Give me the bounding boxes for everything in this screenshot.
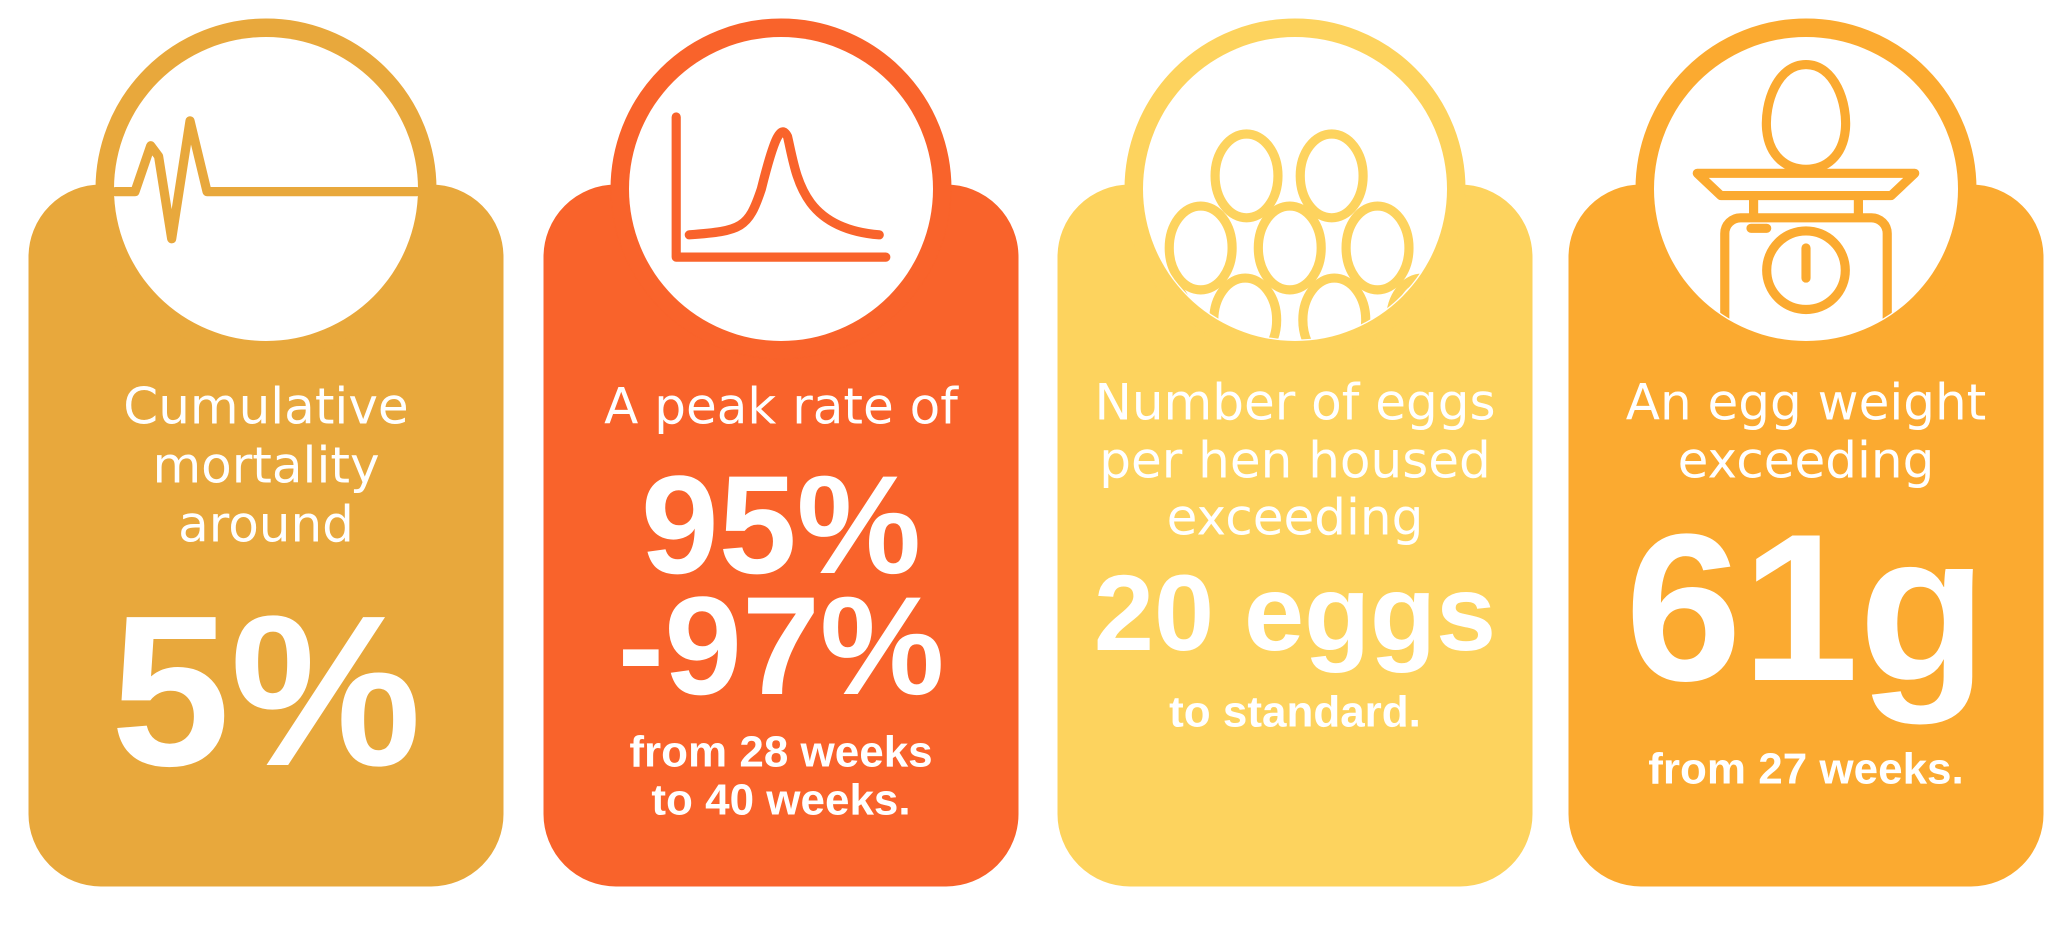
card: Cumulative mortality around 5% (28, 18, 504, 887)
intro-text: per hen housed (1099, 432, 1491, 490)
intro-text: Number of eggs (1094, 374, 1495, 432)
scale-icon (1692, 59, 1920, 340)
highlight-value: 95% (641, 446, 921, 603)
intro-text: Cumulative (123, 378, 408, 436)
highlight-value: 5% (111, 570, 422, 811)
footer-text: to 40 weeks. (651, 776, 910, 825)
icon-circle (1654, 37, 1958, 341)
intro-text: mortality (152, 437, 379, 495)
curve-icon (671, 112, 891, 262)
card: A peak rate of 95% -97% from 28 weeks to… (543, 18, 1019, 887)
highlight-value: -97% (618, 567, 945, 724)
pulse-icon (110, 116, 422, 244)
footer-text: from 27 weeks. (1648, 745, 1964, 794)
intro-text: exceeding (1678, 432, 1935, 490)
intro-text: An egg weight (1626, 374, 1987, 432)
footer-text: to standard. (1169, 688, 1421, 737)
highlight-value: 20 eggs (1094, 552, 1496, 673)
intro-text: around (178, 496, 354, 554)
icon-circle (629, 37, 933, 341)
card: An egg weight exceeding 61g from 27 week… (1568, 18, 2044, 887)
card: Number of eggs per hen housed exceeding … (1057, 18, 1533, 887)
highlight-value: 61g (1625, 490, 1987, 725)
intro-text: A peak rate of (604, 378, 959, 436)
intro-text: exceeding (1167, 489, 1424, 547)
footer-text: from 28 weeks (629, 728, 932, 777)
